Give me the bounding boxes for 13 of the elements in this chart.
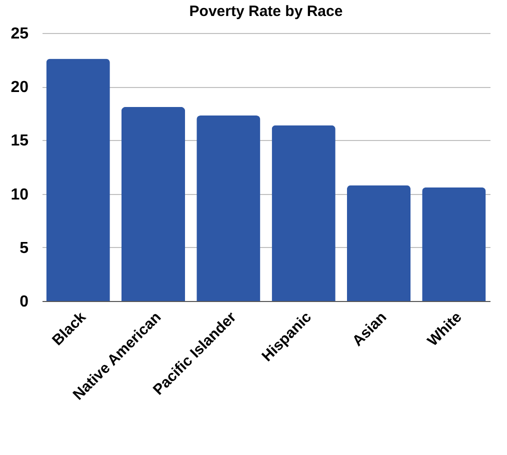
y-tick-label: 15 bbox=[10, 132, 29, 150]
bar bbox=[272, 125, 336, 301]
bar bbox=[46, 58, 110, 301]
y-tick-label: 0 bbox=[20, 294, 29, 310]
y-tick-label: 20 bbox=[10, 79, 29, 96]
y-tick-label: 25 bbox=[10, 26, 29, 42]
bar bbox=[121, 106, 186, 301]
y-tick-label: 10 bbox=[10, 186, 29, 204]
bar bbox=[422, 187, 486, 301]
y-tick-label: 5 bbox=[20, 240, 29, 257]
chart-title: Poverty Rate by Race bbox=[189, 3, 343, 20]
bar bbox=[196, 116, 260, 301]
bar bbox=[346, 185, 411, 301]
